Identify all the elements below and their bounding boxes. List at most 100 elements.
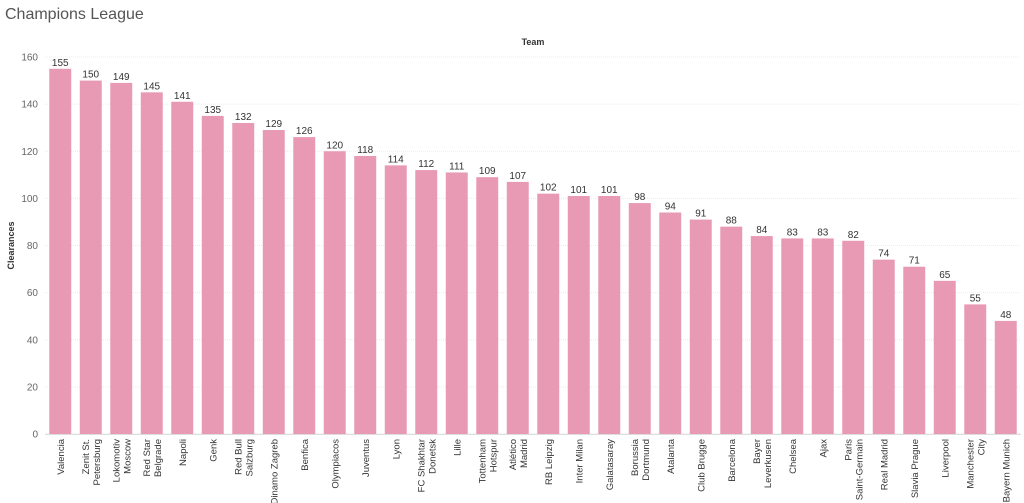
x-tick-label: Lokomotiv	[111, 439, 122, 483]
x-tick-label: FC Shakhtar	[416, 439, 427, 492]
x-tick-label: Zenit St.	[81, 439, 92, 474]
bar	[354, 155, 377, 434]
bar	[201, 115, 224, 434]
y-axis-title: Clearances	[6, 221, 16, 269]
x-tick-label: Dinamo Zagreb	[269, 439, 280, 503]
data-label: 83	[817, 227, 829, 238]
data-label: 135	[204, 105, 221, 116]
data-label: 82	[848, 230, 860, 241]
bar	[384, 165, 407, 434]
x-tick-label: Manchester	[965, 439, 976, 489]
data-label: 149	[113, 72, 130, 83]
bar	[964, 304, 987, 434]
x-tick-label: Slavia Prague	[910, 439, 921, 498]
x-tick-label: Dortmund	[641, 439, 652, 481]
x-tick-label: Hotspur	[488, 439, 499, 472]
x-axis-title: Team	[522, 37, 545, 47]
data-label: 48	[1000, 310, 1012, 321]
x-tick-label: Salzburg	[244, 439, 255, 477]
bar	[750, 236, 773, 434]
x-tick-label: Club Brugge	[696, 439, 707, 492]
data-label: 126	[296, 126, 313, 137]
x-tick-label: Olympiacos	[330, 439, 341, 489]
x-tick-label: Juventus	[361, 439, 372, 477]
data-label: 112	[418, 159, 434, 170]
x-tick-label: Ajax	[818, 439, 829, 458]
x-tick-label: Napoli	[178, 439, 189, 466]
y-tick-label: 160	[21, 53, 38, 64]
bar	[140, 92, 163, 434]
data-label: 98	[634, 192, 646, 203]
bar	[689, 219, 712, 434]
bar	[720, 226, 743, 434]
data-label: 83	[787, 227, 799, 238]
bar	[537, 193, 560, 434]
bar	[232, 122, 255, 434]
x-tick-label: Valencia	[56, 438, 67, 474]
data-label: 109	[479, 166, 496, 177]
y-tick-label: 140	[21, 100, 38, 111]
data-label: 84	[756, 225, 768, 236]
data-label: 91	[695, 209, 707, 220]
bar	[842, 240, 865, 434]
data-label: 107	[509, 171, 526, 182]
bar	[415, 170, 438, 434]
x-tick-label: City	[976, 439, 987, 456]
data-label: 71	[909, 256, 921, 267]
x-tick-label: Petersburg	[92, 439, 103, 485]
data-label: 114	[388, 154, 404, 165]
x-tick-label: Real Madrid	[879, 439, 890, 490]
x-tick-label: Belgrade	[153, 439, 164, 477]
x-tick-label: Chelsea	[788, 438, 799, 474]
x-tick-label: Borussia	[630, 438, 641, 476]
data-label: 145	[143, 81, 160, 92]
data-label: 129	[265, 119, 282, 130]
data-label: 118	[357, 145, 373, 156]
bar	[49, 68, 72, 434]
x-tick-label: Red Star	[142, 439, 153, 477]
bar	[506, 181, 529, 434]
y-tick-label: 60	[27, 288, 39, 299]
x-tick-label: Lille	[452, 439, 463, 456]
bar	[872, 259, 895, 434]
bar	[79, 80, 102, 434]
x-tick-label: Genk	[208, 439, 219, 462]
y-tick-label: 120	[21, 147, 38, 158]
bar	[323, 151, 346, 434]
bar	[171, 101, 194, 435]
x-tick-label: Bayer	[752, 439, 763, 464]
x-tick-label: RB Leipzig	[544, 439, 555, 485]
data-label: 94	[665, 202, 677, 213]
bar	[994, 320, 1017, 434]
bar	[476, 177, 499, 434]
x-tick-label: Lyon	[391, 439, 402, 459]
y-tick-label: 40	[27, 335, 39, 346]
x-tick-label: Saint-Germain	[854, 439, 865, 500]
data-label: 74	[878, 249, 890, 260]
x-tick-label: Liverpool	[940, 439, 951, 478]
bar	[628, 203, 651, 434]
data-label: 155	[52, 58, 69, 69]
x-tick-label: Paris	[843, 439, 854, 461]
x-tick-label: Tottenham	[477, 439, 488, 483]
bar	[567, 196, 590, 434]
x-tick-label: Leverkusen	[763, 439, 774, 488]
bar	[262, 130, 285, 434]
y-tick-label: 80	[27, 241, 39, 252]
data-label: 101	[601, 185, 618, 196]
x-tick-label: Atlético	[508, 439, 519, 470]
bar	[598, 196, 621, 434]
bar	[781, 238, 804, 434]
bar	[933, 280, 956, 434]
data-label: 132	[235, 112, 252, 123]
chart-title: Champions League	[5, 6, 144, 23]
x-tick-label: Donetsk	[427, 439, 438, 474]
x-tick-label: Atalanta	[666, 438, 677, 474]
data-label: 150	[82, 70, 99, 81]
data-label: 111	[449, 161, 465, 172]
x-tick-label: Red Bull	[233, 439, 244, 475]
bar	[903, 266, 926, 434]
x-tick-label: Bayern Munich	[1001, 439, 1012, 502]
bar	[293, 137, 316, 435]
